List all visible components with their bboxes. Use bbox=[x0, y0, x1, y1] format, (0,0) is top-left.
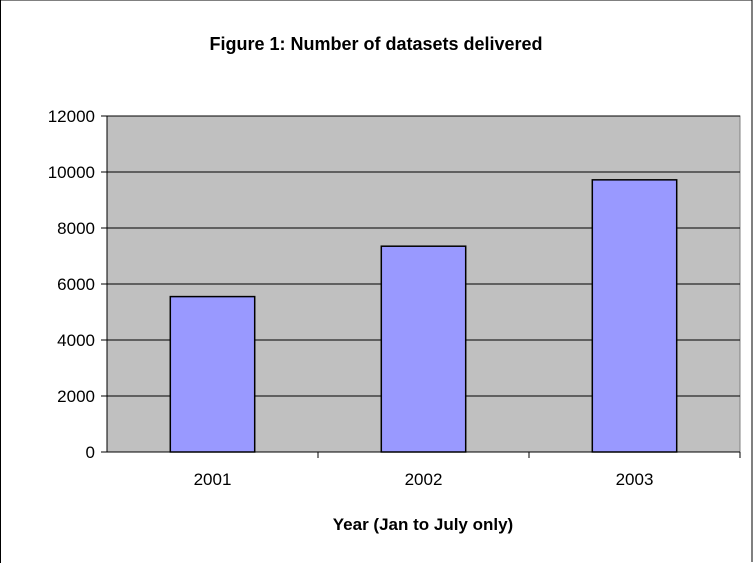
x-axis-label: Year (Jan to July only) bbox=[333, 515, 513, 534]
x-tick-label: 2001 bbox=[194, 470, 232, 489]
y-tick-label: 10000 bbox=[48, 163, 95, 182]
chart-title: Figure 1: Number of datasets delivered bbox=[209, 34, 542, 54]
x-tick-label: 2003 bbox=[616, 470, 654, 489]
y-tick-label: 0 bbox=[86, 443, 95, 462]
y-tick-label: 6000 bbox=[57, 275, 95, 294]
bars bbox=[169, 179, 678, 453]
y-tick-label: 12000 bbox=[48, 107, 95, 126]
bar-2002 bbox=[380, 245, 467, 453]
y-tick-label: 4000 bbox=[57, 331, 95, 350]
y-tick-label: 2000 bbox=[57, 387, 95, 406]
y-tick-label: 8000 bbox=[57, 219, 95, 238]
bar-2003 bbox=[591, 179, 678, 453]
x-tick-label: 2002 bbox=[405, 470, 443, 489]
x-tick-labels: 2001 2002 2003 bbox=[194, 470, 654, 489]
y-tick-labels: 0 2000 4000 6000 8000 10000 12000 bbox=[48, 107, 95, 462]
bar-2001 bbox=[169, 295, 256, 453]
axes bbox=[101, 115, 741, 458]
